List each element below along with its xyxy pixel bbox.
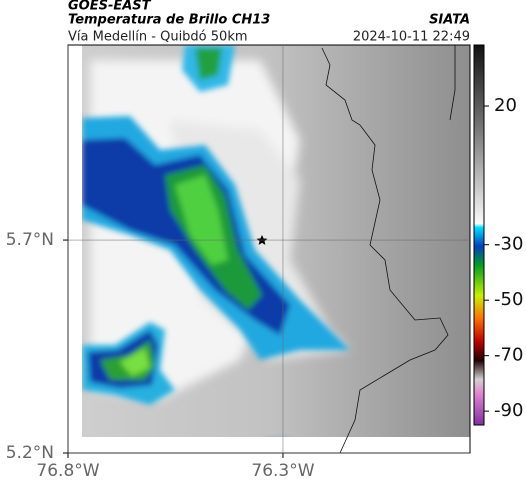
colorbar-label: -30 xyxy=(494,234,523,255)
colorbar-label: -90 xyxy=(494,400,523,421)
timestamp: 2024-10-11 22:49 xyxy=(353,30,470,45)
colorbar-label: -70 xyxy=(494,345,523,366)
satellite-image xyxy=(68,45,470,453)
x-tick-label: 76.3°W xyxy=(251,461,314,481)
title: GOES-EAST xyxy=(68,0,152,14)
route: Vía Medellín - Quibdó 50km xyxy=(68,30,248,45)
subtitle: Temperatura de Brillo CH13 xyxy=(68,13,270,28)
x-tick-label: 76.8°W xyxy=(36,461,99,481)
colorbar xyxy=(473,44,485,426)
y-tick-label: 5.7°N xyxy=(6,230,54,250)
source: SIATA xyxy=(429,13,470,28)
colorbar-label: 20 xyxy=(494,95,517,116)
header: GOES-EAST Temperatura de Brillo CH13 SIA… xyxy=(68,0,470,45)
colorbar-label: -50 xyxy=(494,289,523,310)
y-tick-label: 5.2°N xyxy=(6,443,54,463)
